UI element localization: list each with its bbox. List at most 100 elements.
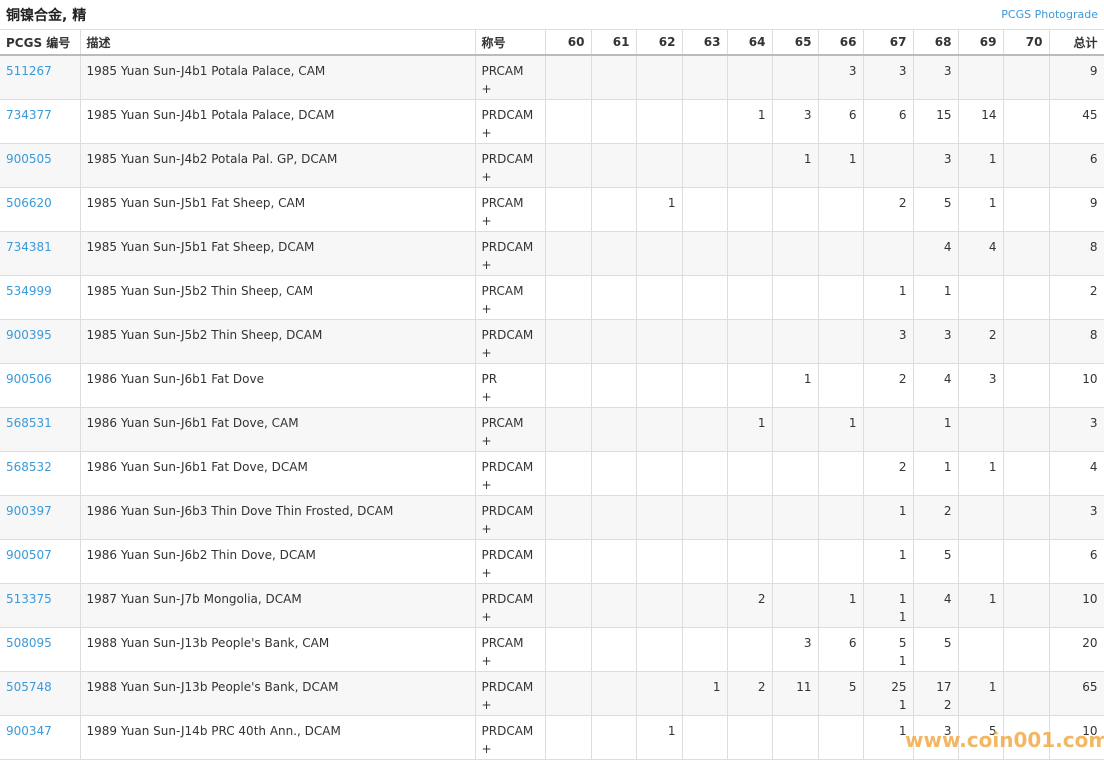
grade-cell: 1 xyxy=(772,363,819,408)
cell: PRDCAM + xyxy=(475,715,546,760)
cell: 513375 xyxy=(0,583,81,628)
column-header: 61 xyxy=(591,30,637,56)
grade-cell xyxy=(772,231,819,276)
header-row: PCGS 编号 描述 称号 60 61 62 63 64 65 66 67 68 69 70 总计 xyxy=(0,30,1104,56)
coin-id-link[interactable]: 568531 xyxy=(6,415,52,430)
plus-marker: + xyxy=(481,697,492,712)
total: 3 xyxy=(1089,503,1098,518)
grade-count: 5 xyxy=(943,635,952,650)
coin-id-link[interactable]: 508095 xyxy=(6,635,52,650)
grade-cell xyxy=(958,55,1004,100)
cell: PRDCAM + xyxy=(475,319,546,364)
column-header: 描述 xyxy=(80,30,476,56)
grade-cell: 2 xyxy=(863,187,914,232)
coin-id-link[interactable]: 900507 xyxy=(6,547,52,562)
grade-cell xyxy=(636,363,683,408)
grade-cell: 2 xyxy=(863,363,914,408)
coin-id-link[interactable]: 505748 xyxy=(6,679,52,694)
grade-count: 3 xyxy=(898,327,907,342)
grade-count: 1 xyxy=(988,151,997,166)
coin-id-link[interactable]: 900505 xyxy=(6,151,52,166)
column-header: 64 xyxy=(727,30,773,56)
coin-id-link[interactable]: 900395 xyxy=(6,327,52,342)
grade-cell xyxy=(863,231,914,276)
cell: 1986 Yuan Sun-J6b1 Fat Dove, CAM xyxy=(80,407,476,452)
table-row: 900395 1985 Yuan Sun-J5b2 Thin Sheep, DCA… xyxy=(0,319,1104,364)
photograde-link[interactable]: PCGS Photograde xyxy=(1001,8,1098,21)
grade-cell xyxy=(682,539,728,584)
coin-id-link[interactable]: 900506 xyxy=(6,371,52,386)
total-cell: 9 xyxy=(1049,187,1104,232)
coin-id-link[interactable]: 506620 xyxy=(6,195,52,210)
grade-cell xyxy=(591,231,637,276)
coin-id-link[interactable]: 511267 xyxy=(6,64,52,78)
cell: PRCAM + xyxy=(475,407,546,452)
coin-id-link[interactable]: 734377 xyxy=(6,107,52,122)
total-cell: 20 xyxy=(1049,627,1104,672)
grade-count: 1 xyxy=(757,415,766,430)
cell: PRDCAM + xyxy=(475,495,546,540)
table-row: 568532 1986 Yuan Sun-J6b1 Fat Dove, DCAM P… xyxy=(0,451,1104,496)
grade-cell xyxy=(772,539,819,584)
grade-cell xyxy=(958,627,1004,672)
plus-marker: + xyxy=(481,345,492,360)
total: 6 xyxy=(1089,151,1098,166)
column-header: 63 xyxy=(682,30,728,56)
grade-cell xyxy=(591,363,637,408)
grade-count: 1 xyxy=(988,591,997,606)
grade-cell: 1 xyxy=(863,275,914,320)
grade-cell: 5 xyxy=(958,715,1004,760)
total: 3 xyxy=(1089,415,1098,430)
coin-id-link[interactable]: 513375 xyxy=(6,591,52,606)
coin-id-link[interactable]: 900347 xyxy=(6,723,52,738)
grade-count: 1 xyxy=(988,459,997,474)
grade-cell: 1 xyxy=(913,275,959,320)
description: 1985 Yuan Sun-J5b2 Thin Sheep, DCAM xyxy=(86,327,323,342)
grade-count: 1 xyxy=(988,195,997,210)
grade-count: 2 xyxy=(898,459,907,474)
cell: PRCAM + xyxy=(475,187,546,232)
watermark: www.coin001.com xyxy=(905,728,1104,752)
grade-cell: 3 xyxy=(863,55,914,100)
plus-marker: + xyxy=(481,741,492,756)
coin-id-link[interactable]: 534999 xyxy=(6,283,52,298)
cell: 1985 Yuan Sun-J5b2 Thin Sheep, DCAM xyxy=(80,319,476,364)
grade-cell: 3 xyxy=(913,319,959,364)
grade-cell xyxy=(636,55,683,100)
coin-id-link[interactable]: 900397 xyxy=(6,503,52,518)
grade-count: 3 xyxy=(943,723,952,738)
grade-cell xyxy=(682,231,728,276)
grade-cell xyxy=(727,231,773,276)
grade-cell xyxy=(727,495,773,540)
grade-cell: 1 xyxy=(863,715,914,760)
designation: PRCAM xyxy=(481,64,524,78)
table-row: 534999 1985 Yuan Sun-J5b2 Thin Sheep, CAM… xyxy=(0,275,1104,320)
grade-cell: 1 xyxy=(863,495,914,540)
grade-count: 2 xyxy=(898,195,907,210)
grade-cell: 1 xyxy=(727,407,773,452)
plus-marker: + xyxy=(481,653,492,668)
grade-cell xyxy=(772,407,819,452)
total-cell: 3 xyxy=(1049,407,1104,452)
grade-cell: 5 xyxy=(913,539,959,584)
coin-id-link[interactable]: 734381 xyxy=(6,239,52,254)
table-row: 734381 1985 Yuan Sun-J5b1 Fat Sheep, DCAM… xyxy=(0,231,1104,276)
coin-id-link[interactable]: 568532 xyxy=(6,459,52,474)
description: 1987 Yuan Sun-J7b Mongolia, DCAM xyxy=(86,591,302,606)
description: 1985 Yuan Sun-J4b1 Potala Palace, CAM xyxy=(86,64,326,78)
grade-cell xyxy=(545,539,592,584)
plus-marker: + xyxy=(481,477,492,492)
cell: 508095 xyxy=(0,627,81,672)
grade-cell xyxy=(591,451,637,496)
grade-cell xyxy=(682,99,728,144)
cell: PRDCAM + xyxy=(475,539,546,584)
grade-cell xyxy=(682,319,728,364)
table-row: 505748 1988 Yuan Sun-J13b People's Bank, … xyxy=(0,671,1104,716)
description: 1989 Yuan Sun-J14b PRC 40th Ann., DCAM xyxy=(86,723,341,738)
grade-count: 1 xyxy=(943,283,952,298)
plus-marker: + xyxy=(481,257,492,272)
grade-cell: 6 xyxy=(863,99,914,144)
plus-marker: + xyxy=(481,169,492,184)
column-header: 总计 xyxy=(1049,30,1104,56)
cell: 900397 xyxy=(0,495,81,540)
